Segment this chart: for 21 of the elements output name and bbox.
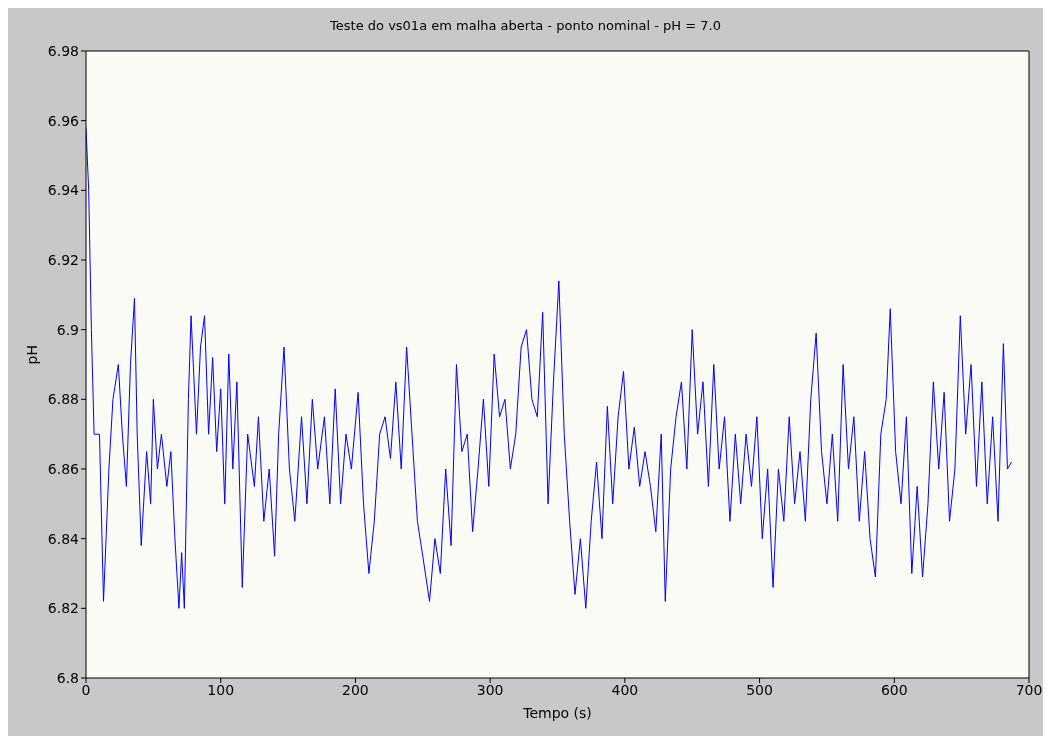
x-tick-label: 300 xyxy=(476,681,504,698)
y-tick-label: 6.8 xyxy=(56,669,79,686)
y-tick-label: 6.88 xyxy=(47,391,79,408)
x-tick-label: 100 xyxy=(207,681,235,698)
x-tick-label: 400 xyxy=(611,681,639,698)
x-axis-title: Tempo (s) xyxy=(522,705,592,721)
y-tick-label: 6.98 xyxy=(47,42,79,59)
y-tick-label: 6.92 xyxy=(47,251,79,268)
y-tick-label: 6.86 xyxy=(47,460,80,477)
x-tick-label: 500 xyxy=(746,681,773,698)
x-tick-label: 600 xyxy=(880,681,908,698)
y-tick-label: 6.84 xyxy=(47,530,80,547)
x-tick-label: 700 xyxy=(1015,681,1043,698)
y-tick-label: 6.94 xyxy=(47,182,80,199)
y-tick-label: 6.82 xyxy=(47,600,79,617)
x-tick-label: 0 xyxy=(81,681,91,698)
chart-title: Teste do vs01a em malha aberta - ponto nominal - pH = 7.0 xyxy=(329,18,722,33)
y-axis-title: pH xyxy=(23,345,40,365)
y-tick-label: 6.9 xyxy=(56,321,79,338)
x-tick-label: 200 xyxy=(342,681,369,698)
y-tick-label: 6.96 xyxy=(47,112,80,129)
